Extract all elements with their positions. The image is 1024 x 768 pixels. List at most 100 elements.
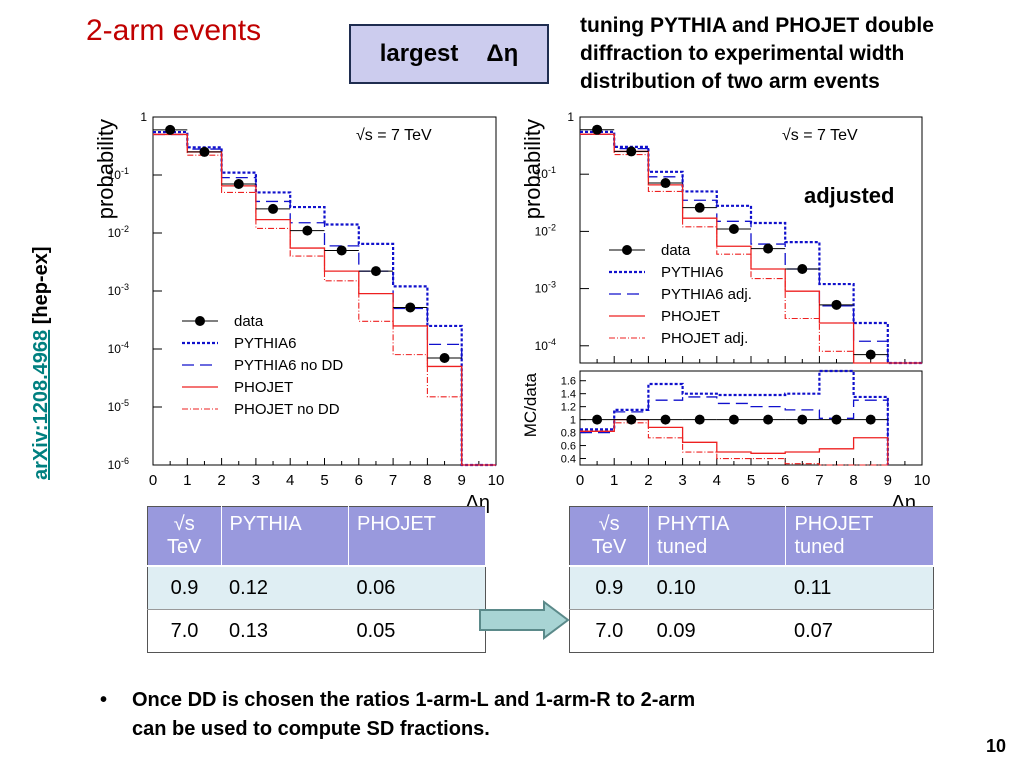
table-cell: 0.10 [648,565,786,610]
page-number: 10 [986,736,1007,756]
legend-label: PHOJET [234,379,293,396]
y-tick-label: 10-6 [108,456,129,472]
tuning-note-line: distribution of two arm events [580,70,880,93]
right-arrow-icon [479,600,570,640]
data-point [439,352,450,363]
x-tick-label: 3 [252,472,260,489]
data-point [694,202,705,213]
table-cell: 0.09 [648,609,786,653]
bullet-note: • Once DD is chosen the ratios 1-arm-L an… [100,686,980,744]
data-point [370,266,381,277]
x-tick-label: 2 [217,472,225,489]
table-header-cell: √s TeV [147,506,222,566]
data-point [626,146,637,157]
y-tick-label: 1.2 [561,402,576,414]
table-row: 7.0 0.13 0.05 [147,609,486,653]
y-tick-label: 1.6 [561,376,576,388]
table-cell: 0.06 [348,565,486,610]
table-header-row: √s TeV PYTHIA PHOJET [147,506,486,566]
table-header-cell: PYTHIA [221,506,350,566]
x-tick-label: 8 [849,472,857,489]
largest-delta-eta-box: largest Δη [349,24,549,84]
series-line [580,396,889,465]
results-table-tuned: √s TeV PHYTIA tuned PHOJET tuned 0.9 0.10 0… [569,506,934,653]
data-point [165,124,176,135]
x-tick-label: 8 [423,472,431,489]
y-tick-label: 10-4 [535,337,556,353]
y-tick-label: 10-3 [535,280,556,296]
series-line [580,418,889,465]
results-table-default: √s TeV PYTHIA PHOJET 0.9 0.12 0.06 7.0 0.… [147,506,486,653]
data-point [626,414,637,425]
annotation-adjusted: adjusted [804,183,894,208]
plot-right-probability-adjusted: 1 10-1 10-2 10-3 10-4 probability √s = 7 TeV ad… [520,110,923,365]
data-point [763,414,774,425]
series-line [153,133,496,466]
table-cell: 7.0 [147,609,222,653]
x-tick-label: 6 [355,472,363,489]
y-tick-label: 10-4 [108,340,129,356]
legend-swatch [195,316,205,326]
data-point [233,178,244,189]
data-point [831,414,842,425]
table-cell: 0.13 [221,609,349,653]
data-point [199,146,210,157]
y-tick-label: 10-3 [108,282,129,298]
x-tick-label: 10 [914,472,931,489]
series-line [580,133,922,364]
table-row: 7.0 0.09 0.07 [569,609,934,653]
y-tick-label: 10-1 [535,165,556,181]
table-header-cell: PHOJET tuned [785,506,934,566]
tuning-note-line: diffraction to experimental width [580,42,905,65]
y-axis-label: probability [93,119,118,219]
table-cell: 0.11 [785,565,934,610]
table-row: 0.9 0.10 0.11 [569,565,934,610]
x-tick-label: 9 [458,472,466,489]
tuning-note: tuning PYTHIA and PHOJET double diffract… [580,12,1020,96]
data-point [592,414,603,425]
series-line [580,422,888,466]
data-point [336,245,347,256]
legend-label: PHOJET no DD [234,401,340,418]
tuning-note-line: tuning PYTHIA and PHOJET double [580,14,934,37]
table-header-cell: PHOJET [348,506,486,566]
slide-title: 2-arm events [86,14,262,47]
x-tick-label: 5 [747,472,755,489]
x-tick-label: 7 [815,472,823,489]
table-cell: 7.0 [569,609,649,653]
delta-eta-symbol: Δη [486,40,519,67]
x-tick-label: 4 [713,472,721,489]
y-tick-label: 0.8 [561,428,576,440]
x-tick-label: 0 [149,472,157,489]
table-header-row: √s TeV PHYTIA tuned PHOJET tuned [569,506,934,566]
plot-left-probability: 110-110-210-310-410-510-60 1 2 3 4 5 6 7 8 9 10Δηp… [93,110,504,514]
legend-label: PYTHIA6 adj. [661,286,752,303]
x-tick-label: 6 [781,472,789,489]
x-tick-label: 3 [678,472,686,489]
data-point [660,414,671,425]
data-point [728,414,739,425]
series-line [580,369,889,465]
y-tick-label: 10-1 [108,166,129,182]
data-point [831,299,842,310]
x-tick-label: 2 [644,472,652,489]
legend-label: PYTHIA6 no DD [234,357,343,374]
table-header-cell: PHYTIA tuned [648,506,787,566]
table-cell: 0.12 [221,565,349,610]
legend-label: data [234,313,264,330]
data-point [728,224,739,235]
y-tick-label: 10-2 [108,224,129,240]
data-point [865,349,876,360]
energy-label: √s = 7 TeV [782,127,858,144]
data-point [865,414,876,425]
y-tick-label: 10-2 [535,222,556,238]
table-cell: 0.9 [569,565,649,610]
data-point [797,264,808,275]
table-cell: 0.05 [348,609,486,653]
x-tick-label: 4 [286,472,294,489]
y-tick-label: 1 [567,110,574,124]
x-tick-label: 10 [488,472,505,489]
y-tick-label: 1 [570,415,576,427]
legend-label: PHOJET [661,308,720,325]
